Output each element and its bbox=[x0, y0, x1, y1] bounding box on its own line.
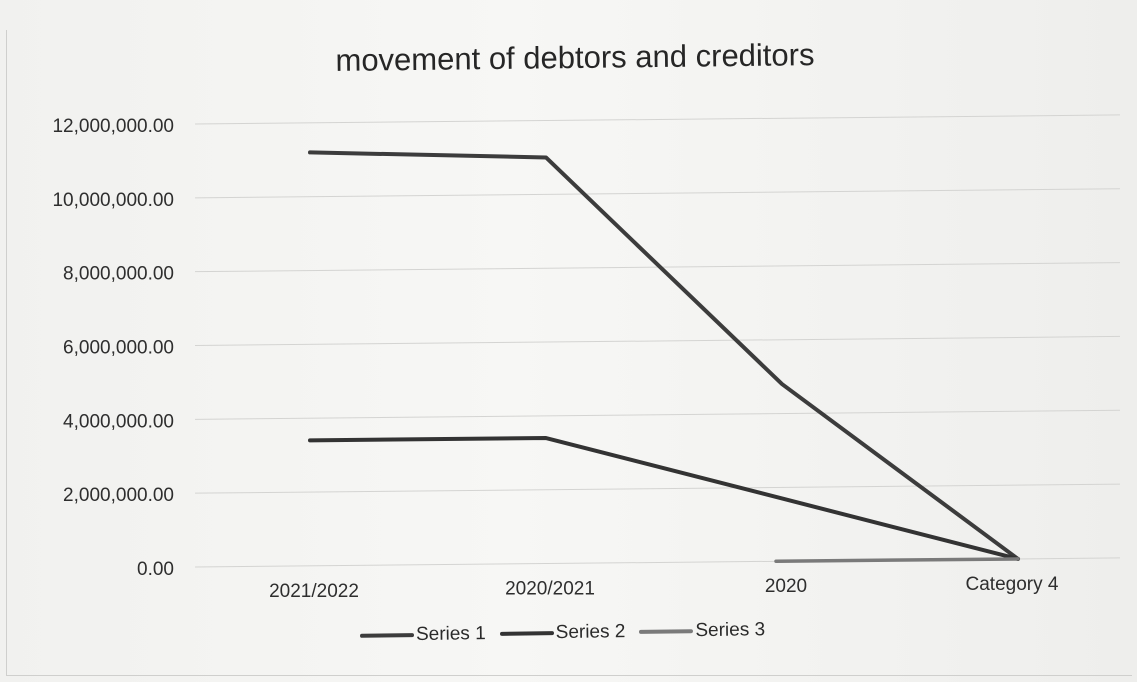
gridlines bbox=[194, 114, 1121, 568]
gridline bbox=[194, 114, 1121, 125]
y-tick-label: 0.00 bbox=[137, 559, 174, 580]
legend-label: Series 1 bbox=[415, 623, 486, 646]
gridline bbox=[194, 188, 1121, 199]
x-tick-label: 2020/2021 bbox=[505, 579, 595, 600]
series-line-3 bbox=[774, 557, 1020, 563]
y-tick-label: 8,000,000.00 bbox=[63, 264, 174, 285]
y-tick-label: 4,000,000.00 bbox=[63, 411, 174, 432]
y-tick-label: 2,000,000.00 bbox=[63, 485, 174, 506]
legend-item-series-3: Series 3 bbox=[639, 619, 765, 643]
gridline bbox=[194, 409, 1121, 420]
legend-label: Series 3 bbox=[695, 619, 766, 642]
x-tick-label: Category 4 bbox=[966, 574, 1059, 595]
legend-swatch bbox=[639, 629, 694, 634]
gridline bbox=[194, 335, 1121, 346]
y-axis-ticks: 0.00 2,000,000.00 4,000,000.00 6,000,000.00… bbox=[52, 116, 174, 580]
gridline bbox=[194, 483, 1121, 494]
y-tick-label: 10,000,000.00 bbox=[52, 190, 174, 211]
series-lines bbox=[308, 150, 1020, 563]
chart-frame bbox=[6, 30, 1132, 676]
y-tick-label: 12,000,000.00 bbox=[52, 116, 174, 137]
x-tick-label: 2021/2022 bbox=[269, 581, 359, 602]
x-axis-ticks: 2021/2022 2020/2021 2020 Category 4 bbox=[269, 574, 1059, 602]
series-line-1 bbox=[308, 150, 1020, 561]
x-tick-label: 2020 bbox=[765, 576, 807, 597]
legend-item-series-2: Series 2 bbox=[499, 621, 626, 645]
y-tick-label: 6,000,000.00 bbox=[63, 337, 174, 358]
legend-item-series-1: Series 1 bbox=[359, 623, 486, 647]
series-line-2 bbox=[308, 436, 1020, 561]
legend-swatch bbox=[359, 633, 415, 638]
legend-label: Series 2 bbox=[555, 621, 626, 644]
legend-swatch bbox=[499, 631, 554, 636]
